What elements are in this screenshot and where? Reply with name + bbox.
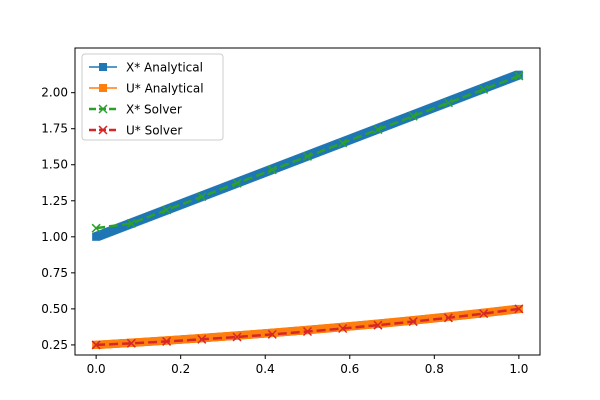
data-point xyxy=(443,313,453,323)
legend-marker xyxy=(98,125,108,135)
data-point xyxy=(373,320,383,330)
x-tick-label: 0.2 xyxy=(171,362,190,376)
data-point xyxy=(443,98,453,108)
y-tick-label: 0.75 xyxy=(41,266,68,280)
y-tick-label: 1.25 xyxy=(41,194,68,208)
legend-entry: X* Analytical xyxy=(89,61,203,75)
plot-frame xyxy=(74,47,541,356)
x-tick-label: 0.4 xyxy=(256,362,275,376)
y-tick-label: 0.25 xyxy=(41,338,68,352)
data-point xyxy=(126,218,136,228)
data-point xyxy=(514,70,523,79)
x-tick-label: 1.0 xyxy=(509,362,528,376)
data-point xyxy=(338,138,348,148)
legend-marker xyxy=(99,63,107,71)
data-point xyxy=(479,309,489,319)
data-point xyxy=(162,336,172,346)
data-point xyxy=(267,329,277,339)
legend-entry: U* Analytical xyxy=(89,82,204,96)
data-point xyxy=(126,338,136,348)
data-point xyxy=(408,111,418,121)
x-tick-label: 0.8 xyxy=(425,362,444,376)
data-point xyxy=(232,178,242,188)
legend-entry: U* Solver xyxy=(89,124,182,138)
data-point xyxy=(197,334,207,344)
data-point xyxy=(232,332,242,342)
x-tick-label: 0.0 xyxy=(87,362,106,376)
data-point xyxy=(162,205,172,215)
legend-marker xyxy=(98,104,108,114)
legend-label: X* Solver xyxy=(126,103,182,117)
y-tick-label: 1.50 xyxy=(41,158,68,172)
y-axis: 0.25 0.50 0.75 1.00 1.25 1.50 1.75 2.00 xyxy=(41,86,75,352)
legend-box xyxy=(81,53,224,141)
y-tick-label: 2.00 xyxy=(41,86,68,100)
x-axis: 0.0 0.2 0.4 0.6 0.8 1.0 xyxy=(87,355,528,376)
data-point xyxy=(408,317,418,327)
legend: X* Analytical U* Analytical X* Solver U* So… xyxy=(81,53,224,141)
legend-label: X* Analytical xyxy=(126,61,203,75)
legend-entry: X* Solver xyxy=(89,103,182,117)
data-point xyxy=(302,326,313,337)
series-3 xyxy=(91,304,524,350)
data-point xyxy=(302,151,313,161)
data-point xyxy=(267,165,277,175)
data-point xyxy=(338,323,348,334)
data-point xyxy=(373,125,383,135)
legend-marker xyxy=(99,84,107,92)
data-point xyxy=(514,71,524,81)
y-tick-label: 1.00 xyxy=(41,230,68,244)
x-tick-label: 0.6 xyxy=(340,362,359,376)
data-point xyxy=(479,84,489,94)
data-point xyxy=(91,340,101,350)
y-tick-label: 1.75 xyxy=(41,122,68,136)
series-2 xyxy=(91,71,524,233)
data-point xyxy=(197,192,207,202)
legend-label: U* Analytical xyxy=(126,82,204,96)
data-point xyxy=(514,304,524,314)
legend-label: U* Solver xyxy=(126,124,182,138)
y-tick-label: 0.50 xyxy=(41,302,68,316)
data-point xyxy=(91,223,101,233)
series-layer xyxy=(91,70,524,350)
